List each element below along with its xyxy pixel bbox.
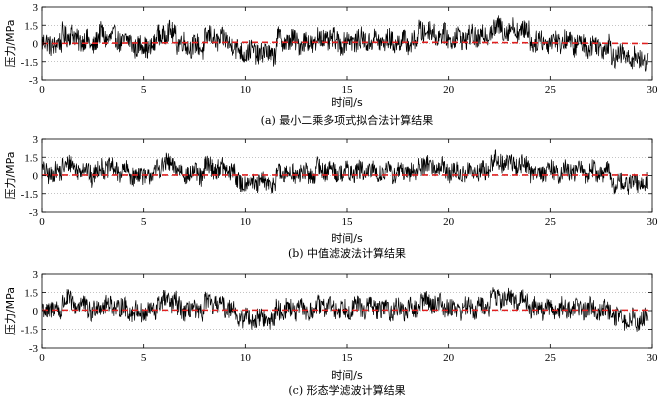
x-tick-label: 15: [342, 84, 354, 96]
y-tick-label: 0: [33, 171, 39, 183]
y-tick-label: 1.5: [24, 288, 38, 300]
y-tick-label: 1.5: [24, 20, 38, 32]
y-axis-label: 压力/MPa: [4, 287, 17, 335]
x-tick-label: 20: [443, 352, 455, 364]
x-tick-label: 20: [443, 84, 455, 96]
x-tick-label: 30: [647, 84, 659, 96]
x-tick-label: 20: [443, 216, 455, 228]
x-tick-label: 5: [141, 84, 147, 96]
x-tick-label: 25: [545, 216, 557, 228]
x-tick-label: 5: [141, 216, 147, 228]
y-tick-label: -3: [29, 343, 39, 355]
x-tick-label: 15: [342, 352, 354, 364]
signal-line: [41, 287, 649, 332]
x-tick-label: 0: [39, 216, 45, 228]
y-tick-label: -1.5: [21, 325, 39, 337]
y-tick-label: -1.5: [21, 57, 39, 69]
x-axis-label: 时间/s: [331, 369, 363, 382]
y-tick-label: 1.5: [24, 152, 38, 164]
chart-caption: (c) 形态学滤波计算结果: [288, 383, 405, 397]
y-axis-label: 压力/MPa: [4, 19, 17, 67]
trend-line: [41, 41, 648, 45]
y-tick-label: -1.5: [21, 189, 39, 201]
x-tick-label: 5: [141, 352, 147, 364]
x-tick-label: 0: [39, 84, 45, 96]
y-tick-label: -3: [29, 75, 39, 87]
y-axis-label: 压力/MPa: [4, 151, 17, 199]
x-tick-label: 10: [240, 84, 252, 96]
x-axis-label: 时间/s: [331, 96, 363, 109]
chart-caption: (a) 最小二乘多项式拟合法计算结果: [261, 113, 434, 127]
x-tick-label: 25: [545, 84, 557, 96]
y-tick-label: 3: [33, 134, 39, 146]
x-tick-label: 30: [647, 216, 659, 228]
signal-line: [41, 148, 649, 195]
y-tick-label: -3: [29, 207, 39, 219]
y-tick-label: 0: [33, 306, 39, 318]
x-axis-label: 时间/s: [331, 232, 363, 245]
x-tick-label: 10: [240, 216, 252, 228]
chart-caption: (b) 中值滤波法计算结果: [288, 246, 406, 260]
x-tick-label: 25: [545, 352, 557, 364]
y-tick-label: 0: [33, 39, 39, 51]
x-tick-label: 15: [342, 216, 354, 228]
x-tick-label: 10: [240, 352, 252, 364]
x-tick-label: 0: [39, 352, 45, 364]
y-tick-label: 3: [33, 2, 39, 14]
y-tick-label: 3: [33, 269, 39, 281]
x-tick-label: 30: [647, 352, 659, 364]
